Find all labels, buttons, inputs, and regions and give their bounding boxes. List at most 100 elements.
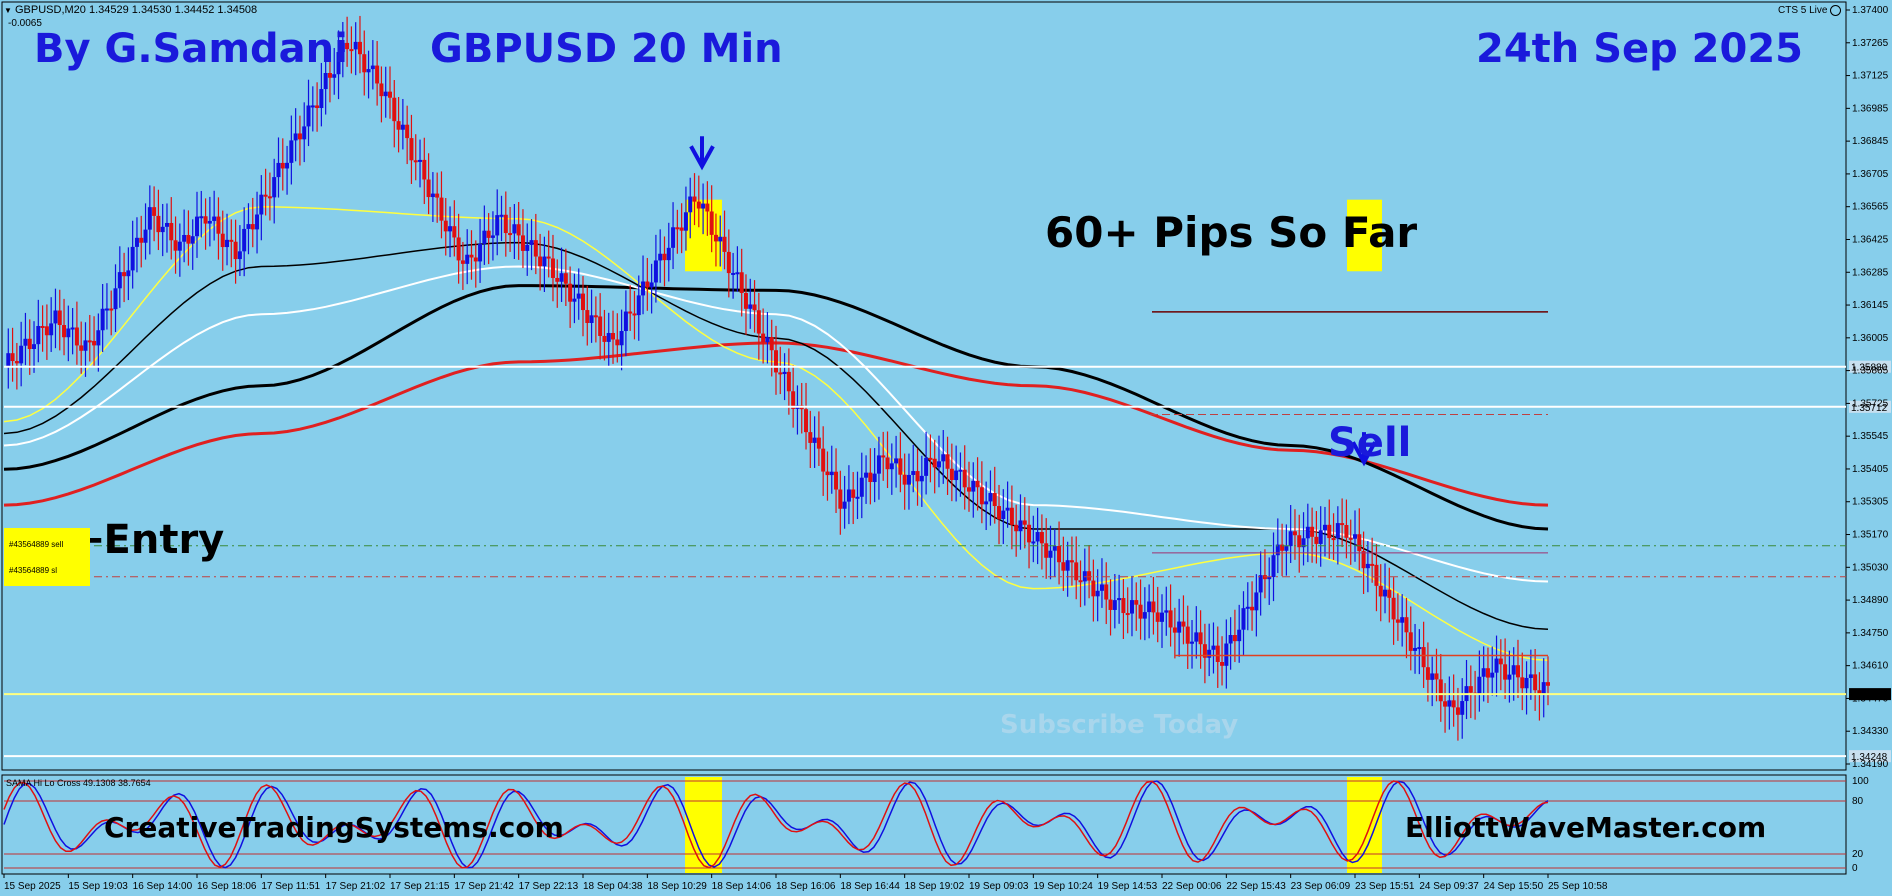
candle-body: [1138, 604, 1143, 619]
candle-body: [182, 234, 187, 242]
candle-body: [14, 361, 19, 364]
candle-body: [915, 471, 920, 482]
candle-body: [443, 220, 448, 232]
price-axis-label: 1.35405: [1852, 464, 1889, 475]
candle-body: [1413, 647, 1418, 651]
candle-body: [1520, 677, 1525, 689]
candle-body: [838, 489, 843, 509]
price-axis-label: 1.34610: [1852, 661, 1889, 672]
candle-body: [593, 315, 598, 318]
candle-body: [1322, 524, 1327, 531]
candle-body: [177, 241, 182, 251]
candle-body: [1035, 532, 1040, 542]
candle-body: [448, 226, 453, 232]
candle-body: [1207, 649, 1212, 658]
price-level-tag-text: 1.35880: [1851, 363, 1888, 374]
candle-body: [306, 105, 311, 127]
candle-body: [422, 159, 427, 180]
candle-body: [1344, 525, 1349, 538]
candle-body: [962, 469, 967, 488]
candle-body: [237, 251, 242, 260]
candle-body: [57, 310, 62, 326]
candle-body: [555, 277, 560, 282]
candle-body: [263, 194, 268, 197]
candle-body: [36, 325, 41, 345]
candle-body: [928, 457, 933, 460]
candle-body: [520, 235, 525, 251]
candle-body: [1434, 673, 1439, 680]
candle-body: [1194, 632, 1199, 642]
candle-body: [550, 258, 555, 278]
candle-body: [92, 340, 97, 346]
candle-body: [400, 124, 405, 130]
price-level-tag: [1849, 400, 1891, 413]
candle-body: [1348, 537, 1353, 540]
candle-body: [662, 253, 667, 261]
candle-body: [718, 236, 723, 242]
candle-body: [1151, 601, 1156, 613]
candle-body: [671, 227, 676, 248]
symbol-info: GBPUSD,M20 1.34529 1.34530 1.34452 1.345…: [14, 4, 258, 16]
smiley-icon[interactable]: [1830, 5, 1842, 16]
candle-body: [1245, 606, 1250, 609]
price-axis-label: 1.35305: [1852, 497, 1889, 508]
watermark-text: Subscribe Today: [1000, 710, 1239, 740]
broker-text: CTS 5 Live: [1778, 5, 1828, 17]
candle-body: [868, 472, 873, 483]
candle-body: [1292, 531, 1297, 536]
candle-body: [713, 234, 718, 242]
candle-body: [1301, 538, 1306, 548]
price-axis-label: 1.34330: [1852, 726, 1889, 737]
candle-body: [302, 126, 307, 140]
candle-body: [1121, 598, 1126, 614]
candle-body: [207, 220, 212, 224]
candle-body: [924, 457, 929, 476]
candle-body: [1031, 541, 1036, 544]
order-box[interactable]: #43564889 sell #43564889 sl: [4, 528, 90, 586]
oscillator-wave: [3, 780, 1549, 869]
candle-body: [945, 454, 950, 469]
candle-body: [1125, 613, 1130, 616]
candle-body: [791, 391, 796, 409]
candle-body: [1378, 585, 1383, 597]
candle-body: [696, 201, 701, 209]
candle-body: [1177, 621, 1182, 633]
candle-body: [949, 468, 954, 481]
candle-body: [1185, 626, 1190, 644]
candle-body: [872, 473, 877, 483]
candle-body: [418, 159, 423, 162]
candle-body: [383, 91, 388, 97]
time-axis-label: 17 Sep 21:15: [390, 881, 450, 892]
candle-body: [1181, 621, 1186, 627]
price-axis-label: 1.35170: [1852, 530, 1889, 541]
candle-body: [327, 73, 332, 78]
candle-body: [529, 240, 534, 245]
chart-header-symbol: ▼ GBPUSD,M20 1.34529 1.34530 1.34452 1.3…: [4, 4, 257, 16]
candle-body: [1198, 632, 1203, 645]
candle-body: [6, 353, 11, 367]
candle-body: [1267, 577, 1272, 580]
candle-body: [482, 230, 487, 244]
candle-body: [379, 83, 384, 97]
candle-body: [649, 282, 654, 288]
candle-body: [636, 295, 641, 316]
candle-body: [1172, 627, 1177, 633]
candle-body: [752, 304, 757, 311]
price-axis-label: 1.36565: [1852, 202, 1889, 213]
candle-body: [1074, 562, 1079, 581]
candle-body: [615, 339, 620, 346]
candle-body: [988, 493, 993, 502]
candle-body: [821, 448, 826, 472]
price-axis-label: 1.36145: [1852, 300, 1889, 311]
candle-body: [1477, 676, 1482, 695]
candle-body: [722, 236, 727, 252]
candle-body: [126, 270, 131, 277]
candle-body: [606, 332, 611, 342]
time-axis-label: 18 Sep 10:29: [647, 881, 707, 892]
candle-body: [1357, 534, 1362, 552]
time-axis-label: 17 Sep 21:02: [326, 881, 386, 892]
candle-body: [1039, 532, 1044, 544]
candle-body: [1104, 584, 1109, 600]
candle-body: [1361, 551, 1366, 569]
